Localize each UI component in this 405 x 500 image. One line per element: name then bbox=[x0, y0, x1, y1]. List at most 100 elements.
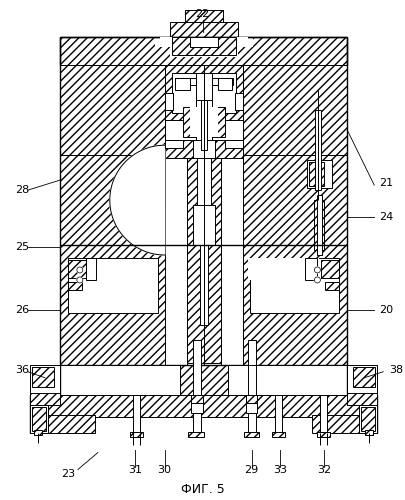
Bar bbox=[305, 258, 317, 280]
Text: 25: 25 bbox=[15, 242, 29, 252]
Bar bbox=[224, 140, 242, 148]
Bar bbox=[346, 392, 376, 404]
Bar bbox=[196, 158, 210, 208]
Bar bbox=[321, 260, 339, 278]
Bar bbox=[171, 38, 235, 56]
Bar bbox=[159, 38, 247, 46]
Bar bbox=[242, 245, 346, 365]
Bar bbox=[192, 140, 214, 158]
Bar bbox=[182, 108, 224, 137]
Bar bbox=[30, 365, 60, 394]
Circle shape bbox=[77, 277, 83, 283]
Bar bbox=[164, 140, 182, 148]
Bar bbox=[242, 66, 346, 205]
Bar bbox=[346, 365, 376, 394]
Bar bbox=[192, 340, 200, 400]
Bar bbox=[247, 412, 255, 434]
Bar bbox=[60, 365, 179, 394]
Bar bbox=[184, 10, 222, 22]
Text: 31: 31 bbox=[128, 464, 141, 474]
Bar bbox=[364, 430, 372, 434]
Text: 30: 30 bbox=[157, 464, 171, 474]
Bar bbox=[247, 340, 255, 400]
Bar bbox=[320, 394, 326, 434]
Bar bbox=[187, 432, 203, 436]
Bar bbox=[169, 38, 237, 58]
Bar bbox=[186, 158, 220, 363]
Bar bbox=[200, 100, 206, 150]
Bar bbox=[30, 404, 48, 432]
Text: ФИГ. 5: ФИГ. 5 bbox=[180, 483, 224, 496]
Bar bbox=[243, 432, 259, 436]
Bar bbox=[317, 432, 330, 436]
Bar bbox=[313, 200, 324, 250]
Bar bbox=[311, 414, 376, 432]
Bar bbox=[195, 100, 211, 145]
Bar bbox=[245, 394, 257, 402]
Bar bbox=[234, 94, 242, 110]
Text: 20: 20 bbox=[378, 305, 392, 315]
Bar bbox=[154, 38, 252, 48]
Bar bbox=[217, 78, 231, 90]
Bar bbox=[32, 406, 46, 430]
Text: 33: 33 bbox=[273, 464, 287, 474]
Bar bbox=[60, 365, 346, 394]
Bar bbox=[60, 66, 164, 205]
Bar bbox=[60, 365, 179, 394]
Bar bbox=[275, 394, 282, 434]
Bar bbox=[34, 430, 42, 434]
Bar bbox=[245, 402, 257, 412]
Bar bbox=[30, 414, 95, 432]
Text: 29: 29 bbox=[244, 464, 258, 474]
Bar bbox=[324, 282, 339, 290]
Bar bbox=[227, 365, 346, 394]
Bar bbox=[352, 367, 374, 386]
Text: 28: 28 bbox=[15, 185, 29, 195]
Text: 36: 36 bbox=[15, 365, 29, 375]
Text: 32: 32 bbox=[317, 464, 330, 474]
Bar bbox=[358, 404, 376, 432]
Bar bbox=[189, 38, 217, 48]
Bar bbox=[164, 66, 242, 120]
Text: 21: 21 bbox=[378, 178, 392, 188]
Bar bbox=[307, 160, 332, 188]
Bar bbox=[30, 392, 60, 404]
Text: 24: 24 bbox=[378, 212, 392, 222]
Bar bbox=[68, 258, 157, 313]
Bar bbox=[174, 78, 232, 86]
Bar bbox=[32, 367, 54, 386]
Bar bbox=[247, 258, 319, 280]
Bar bbox=[242, 155, 346, 245]
Bar bbox=[85, 258, 96, 280]
Bar bbox=[174, 78, 189, 90]
Bar bbox=[199, 245, 207, 325]
Polygon shape bbox=[109, 145, 164, 255]
Bar bbox=[360, 406, 374, 430]
Text: 38: 38 bbox=[388, 365, 403, 375]
Bar bbox=[195, 74, 211, 104]
Circle shape bbox=[313, 277, 320, 283]
Bar bbox=[192, 412, 200, 434]
Bar bbox=[190, 394, 202, 402]
Bar bbox=[190, 402, 202, 412]
Bar bbox=[317, 195, 322, 255]
Bar bbox=[30, 394, 376, 416]
Bar bbox=[169, 22, 237, 38]
Bar bbox=[315, 110, 321, 190]
Text: 23: 23 bbox=[61, 468, 75, 478]
Bar bbox=[249, 258, 339, 313]
Bar bbox=[60, 155, 164, 245]
Bar bbox=[132, 394, 139, 434]
Bar bbox=[68, 282, 82, 290]
Bar bbox=[68, 260, 85, 278]
Bar bbox=[60, 245, 164, 365]
Circle shape bbox=[77, 267, 83, 273]
Bar bbox=[189, 108, 217, 137]
Bar bbox=[60, 38, 346, 66]
Text: 26: 26 bbox=[15, 305, 29, 315]
Bar bbox=[164, 140, 242, 158]
Text: 22: 22 bbox=[195, 10, 209, 20]
Circle shape bbox=[313, 267, 320, 273]
Bar bbox=[130, 432, 143, 436]
Bar bbox=[192, 205, 214, 245]
